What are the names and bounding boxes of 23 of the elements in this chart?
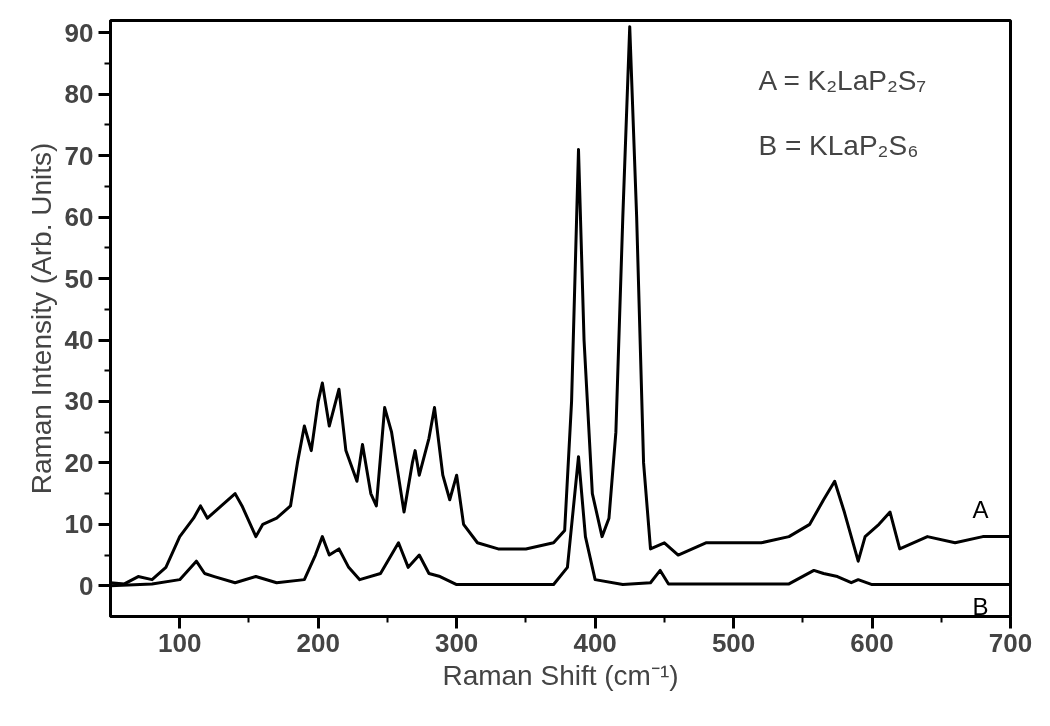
- x-tick-label: 200: [296, 627, 340, 658]
- y-tick-label: 10: [64, 509, 94, 540]
- series-label: A: [972, 495, 989, 523]
- x-tick-label: 300: [434, 627, 479, 658]
- annotation: B = KLaP₂S₆: [758, 130, 919, 162]
- y-tick-label: 40: [64, 325, 94, 356]
- annotation: A = K₂LaP₂S₇: [758, 64, 927, 96]
- y-tick-label: 0: [79, 570, 94, 601]
- y-tick-label: 20: [64, 447, 94, 478]
- x-tick-label: 500: [711, 627, 756, 658]
- y-tick-label: 90: [64, 17, 94, 48]
- y-tick-label: 50: [64, 263, 94, 294]
- series-label: B: [972, 592, 989, 620]
- y-tick-label: 60: [64, 202, 94, 233]
- y-axis-title: Raman Intensity (Arb. Units): [25, 142, 57, 495]
- y-tick-label: 80: [64, 79, 94, 110]
- x-tick-label: 400: [573, 627, 617, 658]
- x-tick-label: 600: [850, 627, 894, 658]
- x-axis-title: Raman Shift (cm⁻¹): [442, 659, 679, 691]
- y-tick-label: 70: [64, 140, 94, 171]
- y-tick-label: 30: [64, 386, 94, 417]
- x-tick-label: 700: [988, 627, 1033, 658]
- x-tick-label: 100: [158, 627, 202, 658]
